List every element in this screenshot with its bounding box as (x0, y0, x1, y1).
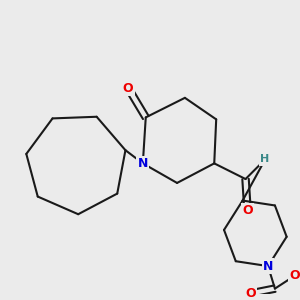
Text: O: O (245, 287, 256, 300)
Text: N: N (263, 260, 273, 273)
Text: N: N (138, 157, 148, 170)
Text: H: H (260, 154, 270, 164)
Text: O: O (289, 269, 300, 282)
Text: O: O (123, 82, 134, 94)
Text: O: O (242, 204, 253, 217)
